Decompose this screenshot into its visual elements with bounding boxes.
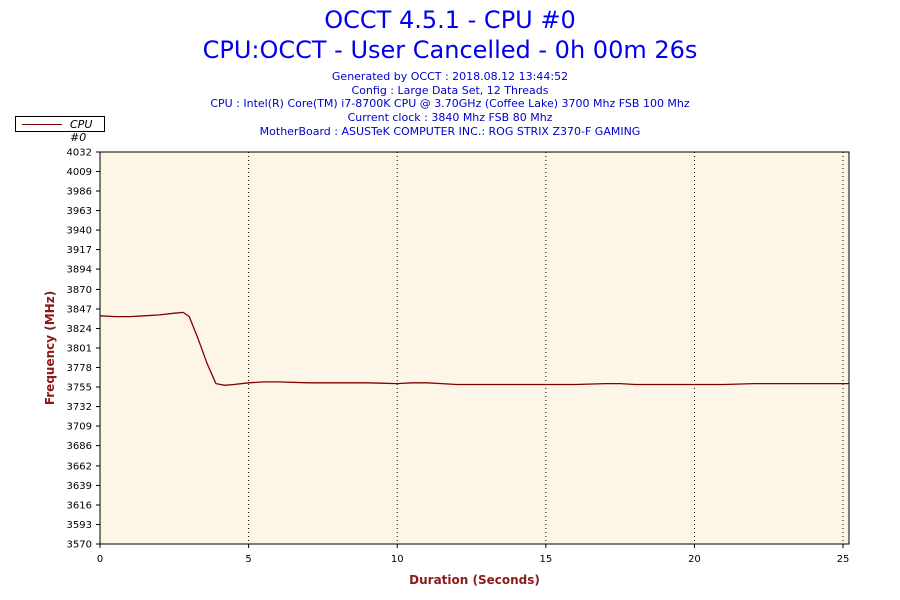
y-tick-label: 3801 — [67, 344, 92, 355]
info-block: Generated by OCCT : 2018.08.12 13:44:52 … — [0, 70, 900, 138]
plot-border — [99, 151, 850, 545]
y-tick-label: 3986 — [67, 187, 92, 198]
x-tick-label: 20 — [688, 554, 701, 565]
y-axis-label: Frequency (MHz) — [43, 291, 57, 405]
y-tick-label: 3686 — [67, 441, 92, 452]
y-tick-label: 3616 — [67, 500, 92, 511]
x-tick-label: 5 — [245, 554, 251, 565]
x-tick-label: 10 — [391, 554, 404, 565]
x-tick-label: 0 — [97, 554, 103, 565]
x-axis-label: Duration (Seconds) — [409, 573, 540, 587]
y-tick-label: 3755 — [67, 383, 92, 394]
series-line-cpu0 — [99, 311, 849, 386]
chart-subtitle: CPU:OCCT - User Cancelled - 0h 00m 26s — [202, 36, 698, 64]
x-tick-label: 25 — [837, 554, 850, 565]
info-config: Config : Large Data Set, 12 Threads — [351, 83, 549, 97]
info-generated: Generated by OCCT : 2018.08.12 13:44:52 — [331, 70, 569, 83]
y-tick-label: 4032 — [67, 148, 92, 159]
info-current-clock: Current clock : 3840 Mhz FSB 80 Mhz — [347, 111, 553, 125]
y-tick-label: 3732 — [67, 402, 92, 413]
y-tick-label: 3870 — [67, 285, 92, 296]
y-tick-label: 3593 — [67, 520, 92, 531]
y-tick-label: 3940 — [67, 226, 92, 237]
y-tick-label: 3824 — [67, 324, 92, 335]
y-tick-label: 4009 — [67, 167, 92, 178]
legend: CPU #0 — [15, 116, 105, 144]
info-motherboard: MotherBoard : ASUSTeK COMPUTER INC.: ROG… — [259, 124, 641, 138]
legend-swatch — [22, 124, 62, 125]
x-tick-label: 15 — [539, 554, 552, 565]
y-tick-label: 3963 — [67, 206, 92, 217]
y-tick-label: 3662 — [67, 461, 92, 472]
y-tick-label: 3639 — [67, 481, 92, 492]
y-tick-label: 3570 — [67, 540, 92, 551]
y-tick-label: 3709 — [67, 422, 92, 433]
legend-label: CPU #0 — [70, 118, 93, 144]
y-tick-label: 3917 — [67, 245, 92, 256]
y-tick-label: 3847 — [67, 304, 92, 315]
info-cpu: CPU : Intel(R) Core(TM) i7-8700K CPU @ 3… — [210, 97, 690, 111]
y-tick-label: 3778 — [67, 363, 92, 374]
y-tick-label: 3894 — [67, 265, 92, 276]
plot-area — [100, 152, 849, 544]
chart-title: OCCT 4.5.1 - CPU #0 — [324, 6, 576, 34]
